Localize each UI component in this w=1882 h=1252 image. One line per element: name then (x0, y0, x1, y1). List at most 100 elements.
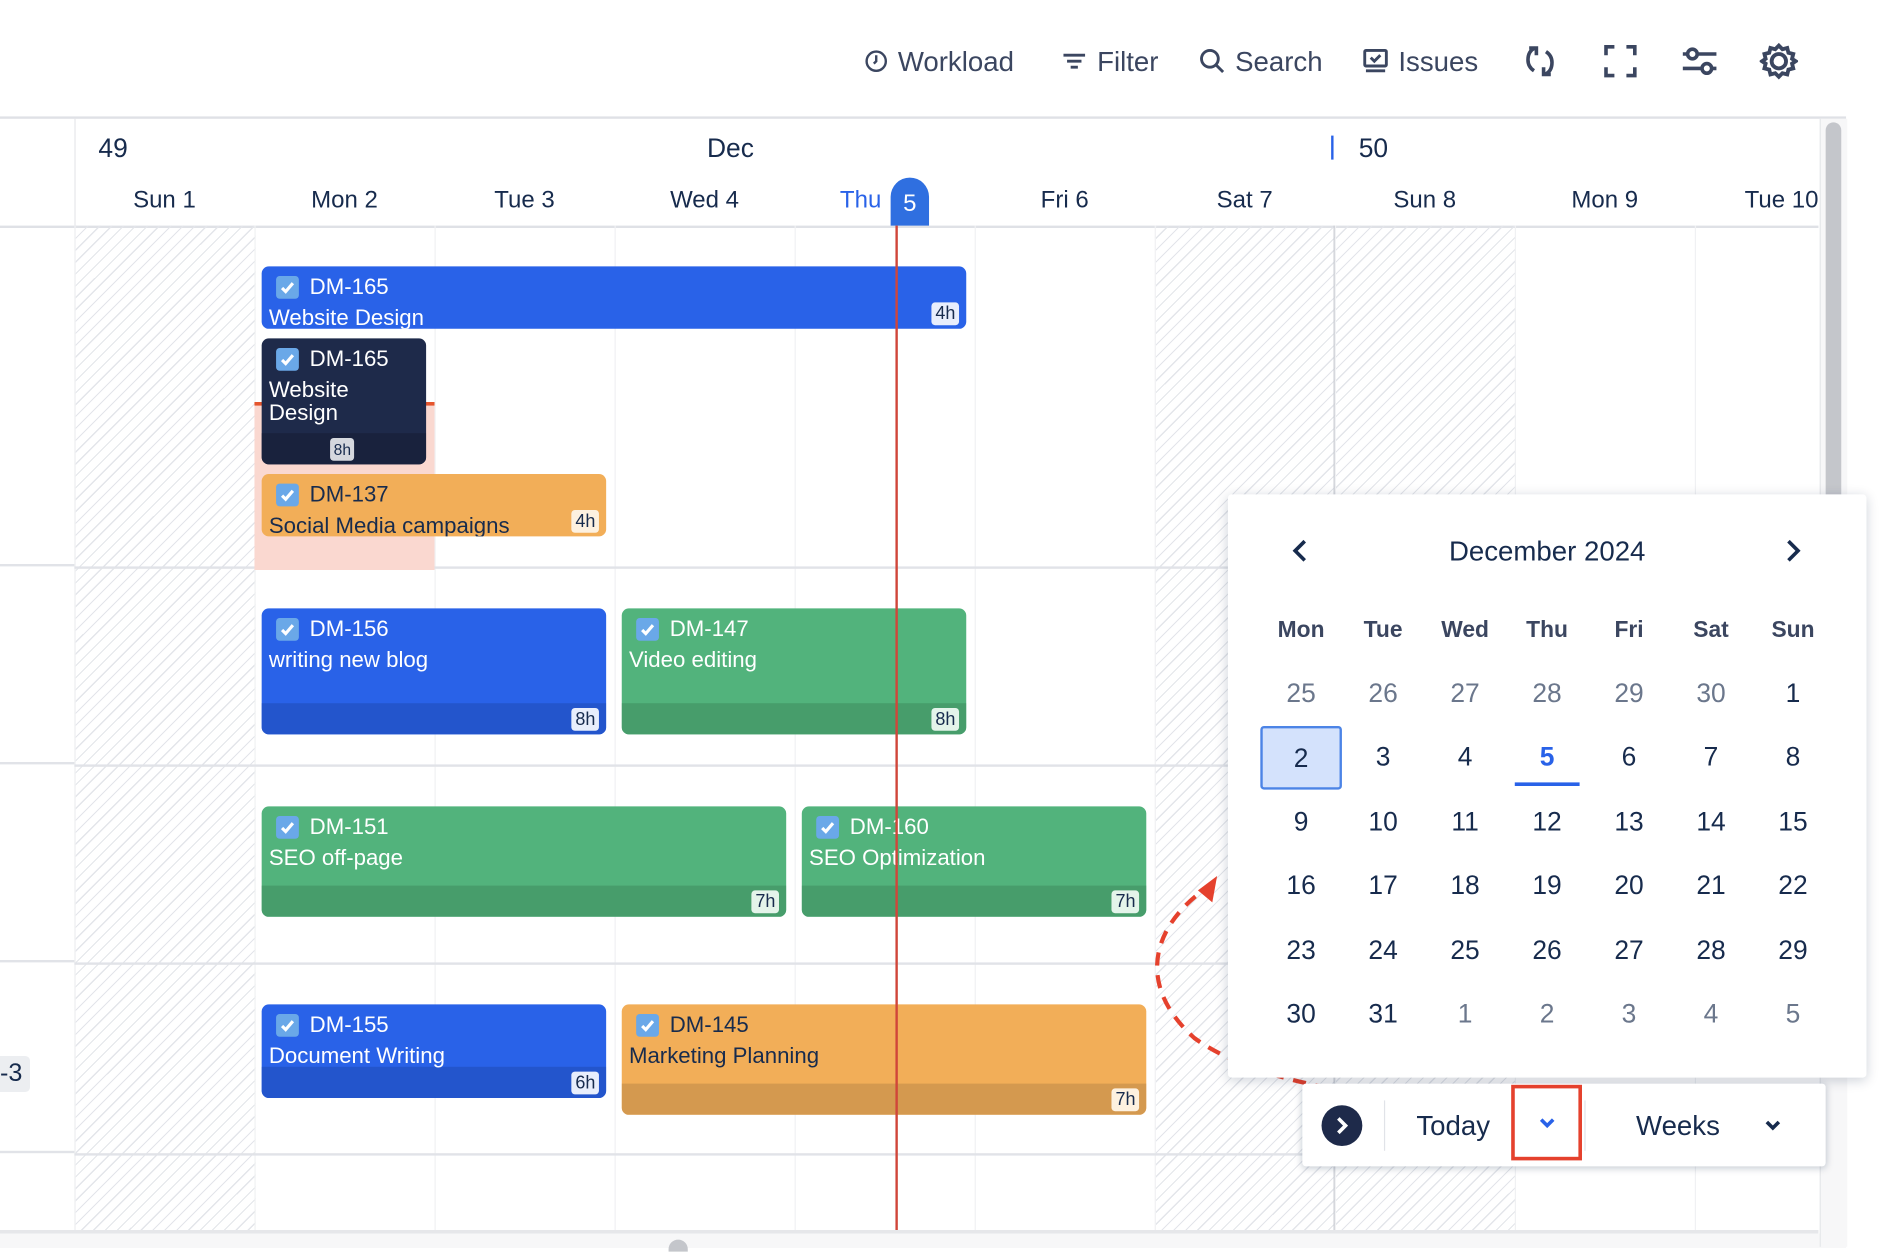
date-cell[interactable]: 9 (1293, 806, 1309, 837)
date-cell[interactable]: 30 (1696, 678, 1726, 708)
task-key: DM-151 (309, 813, 389, 839)
date-cell[interactable]: 19 (1532, 870, 1562, 901)
date-cell[interactable]: 31 (1368, 998, 1398, 1029)
date-cell[interactable]: 25 (1286, 678, 1316, 708)
date-cell[interactable]: 12 (1532, 806, 1562, 837)
task-key: DM-165 (309, 273, 389, 299)
task-key: DM-145 (669, 1011, 749, 1037)
date-cell[interactable]: 3 (1621, 998, 1637, 1029)
prev-month-button[interactable] (1290, 538, 1309, 564)
date-cell[interactable]: 14 (1696, 806, 1726, 837)
horizontal-scrollbar-thumb[interactable] (668, 1239, 688, 1252)
week-number-next: 50 (1358, 133, 1389, 164)
weekday-label: Mon (1277, 618, 1325, 644)
task-bar[interactable]: DM-147 Video editing 8h (621, 608, 967, 735)
date-cell[interactable]: 29 (1778, 934, 1808, 965)
task-key: DM-137 (309, 481, 389, 507)
date-cell[interactable]: 27 (1450, 678, 1480, 708)
date-cell-selected[interactable]: 2 (1260, 726, 1342, 791)
date-cell[interactable]: 22 (1778, 870, 1808, 901)
week-number: 49 (98, 133, 128, 164)
date-cell[interactable]: 8 (1785, 742, 1801, 773)
month-label: Dec (706, 133, 754, 164)
bar-footer (261, 1066, 607, 1098)
view-select[interactable]: Weeks (1626, 1084, 1806, 1167)
task-title: Website Design (268, 304, 424, 329)
refresh-button[interactable] (1522, 43, 1558, 79)
date-cell[interactable]: 26 (1368, 678, 1398, 708)
date-cell-today[interactable]: 5 (1514, 726, 1580, 787)
task-bar[interactable]: DM-145 Marketing Planning 7h (621, 1004, 1147, 1115)
task-key: DM-147 (669, 615, 749, 641)
date-cell[interactable]: 3 (1375, 742, 1391, 773)
fullscreen-icon (1604, 45, 1637, 78)
hours-badge: 8h (931, 708, 960, 731)
day-column (254, 225, 435, 1231)
workload-button[interactable]: Workload (864, 43, 1014, 79)
date-cell[interactable]: 30 (1286, 998, 1316, 1029)
date-cell[interactable]: 29 (1614, 678, 1644, 708)
date-cell[interactable]: 1 (1457, 998, 1473, 1029)
task-bar[interactable]: DM-165 Website Design 4h (261, 266, 967, 329)
weekday-label: Thu (1526, 618, 1568, 644)
day-label: Mon 2 (311, 187, 378, 214)
chevron-down-icon (1765, 1120, 1781, 1131)
date-cell[interactable]: 5 (1785, 998, 1801, 1029)
day-label: Thu (839, 187, 882, 214)
task-bar[interactable]: DM-137 Social Media campaigns 4h (261, 474, 607, 537)
checkbox-icon (276, 483, 299, 506)
date-cell[interactable]: 18 (1450, 870, 1480, 901)
navigation-controls: Today Weeks (1302, 1083, 1826, 1167)
vertical-scrollbar-thumb[interactable] (1825, 122, 1842, 507)
date-cell[interactable]: 13 (1614, 806, 1644, 837)
date-cell[interactable]: 1 (1785, 678, 1801, 708)
date-cell[interactable]: 25 (1450, 934, 1480, 965)
date-cell[interactable]: 7 (1703, 742, 1719, 773)
settings-sliders-button[interactable] (1680, 43, 1718, 79)
checkbox-icon (276, 1013, 299, 1037)
date-cell[interactable]: 23 (1286, 934, 1316, 965)
date-cell[interactable]: 20 (1614, 870, 1644, 901)
date-cell[interactable]: 10 (1368, 806, 1398, 837)
date-cell[interactable]: 17 (1368, 870, 1398, 901)
task-bar[interactable]: DM-165 Website Design 8h (261, 338, 427, 465)
date-cell[interactable]: 6 (1621, 742, 1637, 773)
date-cell[interactable]: 4 (1457, 742, 1473, 773)
date-cell[interactable]: 16 (1286, 870, 1316, 901)
weekday-label: Sat (1693, 618, 1729, 644)
issues-button[interactable]: Issues (1362, 43, 1478, 79)
next-period-button[interactable] (1321, 1105, 1363, 1146)
day-label: Sat 7 (1216, 187, 1273, 214)
task-key: DM-160 (849, 813, 929, 839)
filter-button[interactable]: Filter (1061, 43, 1158, 79)
date-cell[interactable]: 26 (1532, 934, 1562, 965)
task-bar[interactable]: DM-155 Document Writing 6h (261, 1004, 607, 1098)
date-cell[interactable]: 27 (1614, 934, 1644, 965)
task-title: SEO Optimization (809, 844, 986, 871)
horizontal-scrollbar[interactable] (0, 1233, 1847, 1248)
fullscreen-button[interactable] (1604, 43, 1638, 79)
task-title: SEO off-page (268, 844, 404, 871)
hours-badge: 6h (571, 1071, 599, 1095)
task-bar[interactable]: DM-151 SEO off-page 7h (261, 806, 787, 917)
date-cell[interactable]: 2 (1539, 998, 1555, 1029)
task-bar[interactable]: DM-156 writing new blog 8h (261, 608, 607, 735)
row-count-badge: -3 (0, 1056, 31, 1092)
date-cell[interactable]: 28 (1696, 934, 1726, 965)
gear-button[interactable] (1759, 42, 1799, 80)
hours-badge: 8h (330, 438, 355, 461)
next-month-button[interactable] (1784, 538, 1803, 564)
date-cell[interactable]: 21 (1696, 870, 1726, 901)
date-cell[interactable]: 15 (1778, 806, 1808, 837)
today-button[interactable]: Today (1416, 1110, 1491, 1142)
task-bar[interactable]: DM-160 SEO Optimization 7h (801, 806, 1147, 917)
date-cell[interactable]: 11 (1451, 806, 1479, 837)
date-cell[interactable]: 24 (1368, 934, 1398, 965)
date-picker-toggle[interactable] (1511, 1084, 1582, 1161)
date-cell[interactable]: 28 (1532, 678, 1562, 708)
search-button[interactable]: Search (1199, 43, 1323, 79)
date-cell[interactable]: 4 (1703, 998, 1719, 1029)
gear-icon (1759, 42, 1799, 80)
filter-icon (1063, 53, 1086, 69)
workload-label: Workload (897, 45, 1014, 77)
